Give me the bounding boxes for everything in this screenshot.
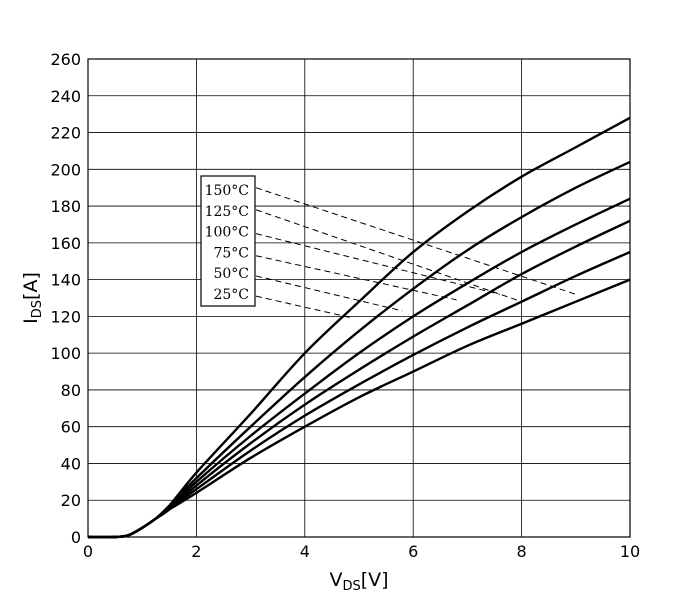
legend-box bbox=[200, 175, 256, 307]
legend-label-50c: 50°C bbox=[213, 266, 249, 282]
y-tick-label: 60 bbox=[61, 418, 81, 437]
legend-label-150c: 150°C bbox=[205, 183, 249, 199]
x-axis-title-sub: DS bbox=[342, 579, 360, 594]
y-tick-label: 140 bbox=[50, 271, 81, 290]
y-axis-title-sub: DS bbox=[30, 300, 45, 318]
series-line-150c bbox=[87, 116, 631, 539]
leader-line-150c bbox=[255, 187, 576, 295]
x-tick-label: 10 bbox=[620, 542, 640, 561]
series-line-75c bbox=[87, 219, 631, 539]
series-line-50c bbox=[87, 250, 631, 539]
series-line-100c bbox=[87, 197, 631, 539]
series-curves bbox=[87, 116, 631, 539]
x-axis-title-unit: [V] bbox=[361, 569, 389, 591]
y-tick-label: 240 bbox=[50, 87, 81, 106]
ticks: 0 2 4 6 8 10020406080100120140160180200220240… bbox=[50, 50, 640, 561]
y-tick-label: 220 bbox=[50, 124, 81, 143]
leader-line-125c bbox=[255, 209, 522, 303]
y-tick-label: 180 bbox=[50, 197, 81, 216]
y-tick-label: 200 bbox=[50, 160, 81, 179]
leader-line-100c bbox=[255, 233, 501, 295]
legend-label-75c: 75°C bbox=[213, 245, 249, 261]
leader-line-50c bbox=[255, 275, 403, 312]
y-tick-label: 260 bbox=[50, 50, 81, 69]
y-tick-label: 120 bbox=[50, 307, 81, 326]
y-axis-title: IDS[A] bbox=[20, 272, 45, 324]
legend-leader-lines bbox=[255, 187, 576, 319]
y-tick-label: 100 bbox=[50, 344, 81, 363]
leader-line-25c bbox=[255, 295, 354, 319]
y-axis-title-main: I bbox=[20, 318, 42, 324]
series-line-25c bbox=[87, 278, 631, 539]
x-axis-title-main: V bbox=[329, 569, 342, 591]
series-line-125c bbox=[87, 160, 631, 539]
y-tick-label: 0 bbox=[71, 528, 81, 547]
y-tick-label: 20 bbox=[61, 491, 81, 510]
legend-label-125c: 125°C bbox=[205, 204, 249, 220]
legend-label-25c: 25°C bbox=[213, 287, 249, 303]
legend-label-100c: 100°C bbox=[205, 225, 249, 241]
y-tick-label: 160 bbox=[50, 234, 81, 253]
legend: 150°C 125°C 100°C 75°C 50°C 25°C bbox=[200, 175, 256, 307]
y-tick-label: 40 bbox=[61, 454, 81, 473]
x-tick-label: 4 bbox=[300, 542, 310, 561]
x-tick-label: 8 bbox=[517, 542, 527, 561]
x-axis-title: VDS[V] bbox=[329, 569, 388, 594]
grid bbox=[87, 58, 631, 538]
leader-line-75c bbox=[255, 255, 457, 301]
x-tick-label: 6 bbox=[408, 542, 418, 561]
plot-frame bbox=[87, 58, 631, 538]
y-tick-label: 80 bbox=[61, 381, 81, 400]
x-tick-label: 2 bbox=[191, 542, 201, 561]
y-axis-title-unit: [A] bbox=[20, 272, 42, 300]
x-tick-label: 0 bbox=[83, 542, 93, 561]
